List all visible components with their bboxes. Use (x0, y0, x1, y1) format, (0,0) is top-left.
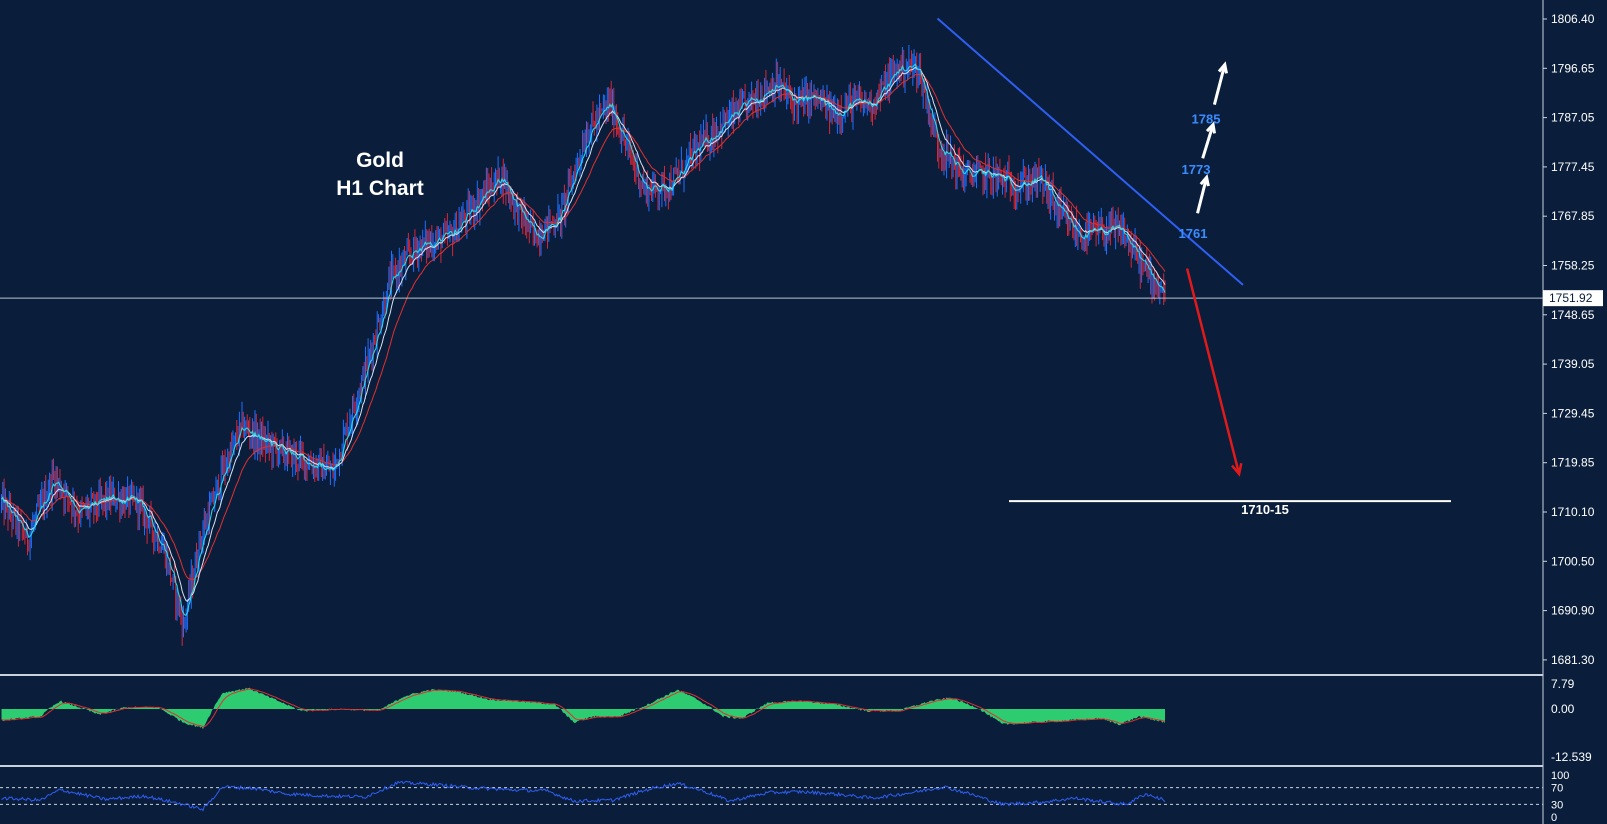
down-arrow-head (1231, 462, 1243, 477)
oscillator-tick-label: 30 (1551, 799, 1563, 811)
moving-average-slow (1, 73, 1166, 581)
price-tick-label: 1710.10 (1551, 505, 1595, 519)
histogram-area (1, 687, 1165, 730)
price-tick-label: 1729.45 (1551, 406, 1595, 420)
histogram-panel[interactable] (1, 687, 1166, 730)
price-tick-label: 1787.05 (1551, 111, 1595, 125)
target-label-1761: 1761 (1179, 226, 1208, 241)
moving-average-mid (1, 66, 1166, 602)
histogram-tick-label: -12.539 (1551, 750, 1592, 764)
price-tick-label: 1806.40 (1551, 12, 1595, 26)
oscillator-tick-label: 0 (1551, 812, 1557, 824)
price-tick-label: 1700.50 (1551, 554, 1595, 568)
price-tick-label: 1719.85 (1551, 456, 1595, 470)
descending-trendline (936, 17, 1244, 286)
down-arrow (1185, 268, 1241, 475)
main-price-panel[interactable]: 1710-15 1761 1773 1785 (0, 17, 1543, 646)
up-arrow-3-head (1217, 61, 1228, 74)
histogram-tick-label: 7.79 (1551, 677, 1575, 691)
moving-average-fast (1, 63, 1166, 616)
target-label-1773: 1773 (1182, 162, 1211, 177)
current-price-label: 1751.92 (1549, 291, 1593, 305)
price-tick-label: 1739.05 (1551, 357, 1595, 371)
price-tick-label: 1796.65 (1551, 61, 1595, 75)
oscillator-tick-label: 70 (1551, 783, 1563, 795)
oscillator-panel[interactable] (0, 780, 1543, 812)
price-axis: 1806.40 1796.65 1787.05 1777.45 1767.85 1758.… (1543, 12, 1603, 824)
target-label-1785: 1785 (1192, 111, 1221, 126)
price-tick-label: 1681.30 (1551, 653, 1595, 667)
price-tick-label: 1690.90 (1551, 604, 1595, 618)
chart-title-line-1: Gold (356, 149, 404, 172)
price-tick-label: 1767.85 (1551, 209, 1595, 223)
support-label: 1710-15 (1241, 502, 1289, 517)
price-tick-label: 1758.25 (1551, 259, 1595, 273)
histogram-tick-label: 0.00 (1551, 702, 1575, 716)
price-tick-label: 1777.45 (1551, 160, 1595, 174)
chart-title-line-2: H1 Chart (336, 177, 424, 200)
histogram-signal-line (1, 688, 1166, 728)
up-arrow-2-head (1205, 121, 1216, 134)
oscillator-tick-label: 100 (1551, 770, 1569, 782)
up-arrow-1 (1196, 176, 1209, 214)
up-arrow-1-head (1199, 173, 1210, 187)
price-tick-label: 1748.65 (1551, 308, 1595, 322)
current-price-box (1543, 290, 1603, 307)
up-arrow-3 (1212, 64, 1227, 105)
up-arrow-2 (1201, 124, 1215, 159)
oscillator-line (1, 780, 1166, 812)
